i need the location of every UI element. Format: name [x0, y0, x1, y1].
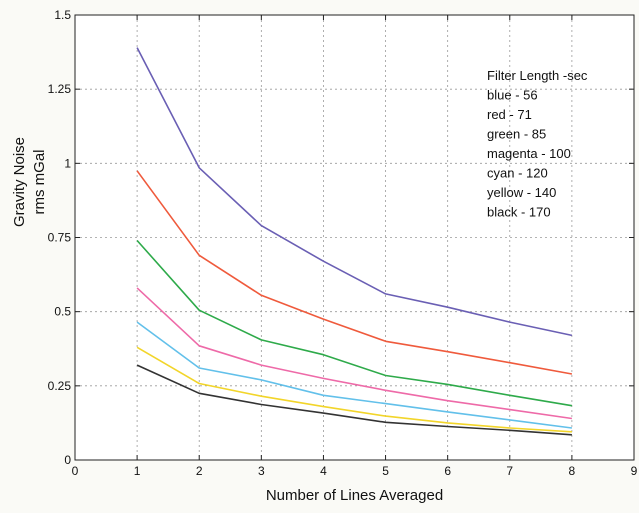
- x-axis-label: Number of Lines Averaged: [266, 487, 443, 504]
- x-tick-label: 3: [258, 464, 265, 478]
- y-tick-label: 1: [64, 156, 71, 170]
- series-line-1: [136, 170, 573, 375]
- y-tick-label: 0.75: [48, 231, 72, 245]
- x-tick-label: 6: [444, 464, 451, 478]
- x-tick-label: 4: [320, 464, 327, 478]
- y-tick-label: 0.5: [54, 305, 71, 319]
- gridlines: [75, 15, 634, 460]
- legend-line: black - 170: [487, 205, 551, 220]
- axis-ticks: 0 1 2 3 4 5 6 7 8 9 0 0.25 0.5 0.75 1 1.25 1.5: [48, 8, 638, 478]
- series-line-2: [136, 239, 573, 407]
- x-tick-label: 7: [506, 464, 513, 478]
- x-tick-label: 2: [196, 464, 203, 478]
- legend-line: blue - 56: [487, 88, 538, 103]
- series-line-5: [136, 346, 572, 433]
- y-tick-label: 1.25: [48, 82, 72, 96]
- x-tick-label: 1: [134, 464, 141, 478]
- x-tick-label: 5: [382, 464, 389, 478]
- legend-line: magenta - 100: [487, 146, 571, 161]
- legend-line: green - 85: [487, 127, 546, 142]
- series-line-0: [136, 47, 573, 337]
- y-axis-label-line-2: rms mGal: [31, 150, 48, 215]
- x-tick-label: 9: [631, 464, 638, 478]
- y-tick-label: 1.5: [54, 8, 71, 22]
- legend-line: Filter Length -sec: [487, 68, 588, 83]
- x-tick-label: 8: [569, 464, 576, 478]
- legend-line: red - 71: [487, 107, 532, 122]
- legend-line: yellow - 140: [487, 185, 556, 200]
- y-tick-label: 0.25: [48, 379, 72, 393]
- x-tick-label: 0: [72, 464, 79, 478]
- series-line-3: [136, 287, 573, 420]
- legend-line: cyan - 120: [487, 166, 548, 181]
- plot-frame: [74, 14, 635, 461]
- series-line-4: [136, 321, 573, 429]
- y-axis-label-line-1: Gravity Noise: [11, 137, 28, 227]
- series-line-6: [136, 364, 572, 436]
- legend: Filter Length -sec blue - 56 red - 71 green…: [487, 68, 588, 220]
- y-tick-label: 0: [64, 453, 71, 467]
- data-series: [136, 47, 573, 436]
